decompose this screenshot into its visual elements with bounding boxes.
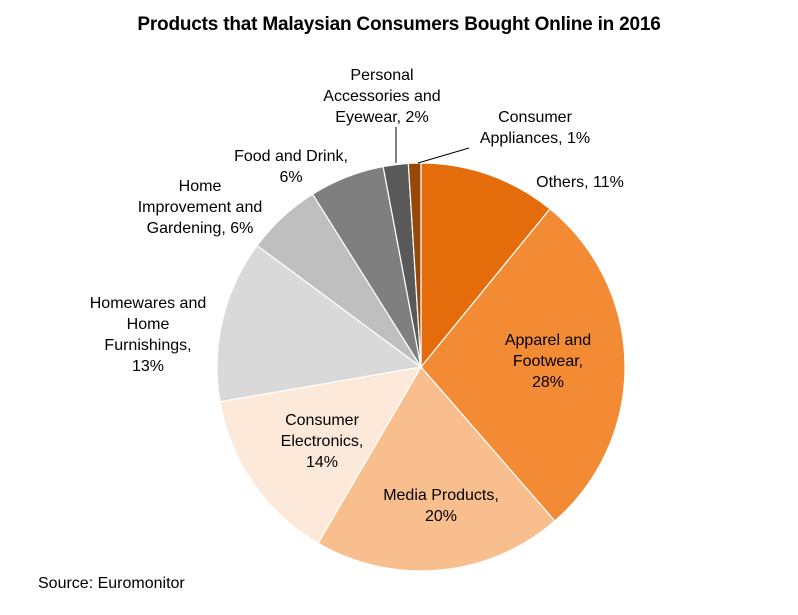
slice-labels: Others, 11% Apparel and Footwear, 28% Media …	[90, 67, 624, 525]
slice-label-line: 13%	[132, 358, 164, 375]
pie-slice-media-products	[317, 365, 556, 572]
slice-label-line: Media Products,	[383, 487, 499, 504]
pie-slice-others	[420, 162, 551, 369]
pie-slice-apparel-and-footwear	[420, 208, 626, 522]
pie-slice-consumer-electronics	[219, 366, 423, 544]
slice-label-consumer-appliances: Consumer Appliances, 1%	[480, 109, 590, 147]
slice-label-apparel-and-footwear: Apparel and Footwear, 28%	[505, 332, 591, 391]
slice-label-line: Gardening, 6%	[147, 220, 254, 237]
pie-slices	[216, 162, 626, 572]
pie-slice-homewares-and-home-furnishings	[216, 244, 423, 403]
slice-label-line: Accessories and	[323, 88, 440, 105]
slice-label-homewares-and-home-furnishings: Homewares and Home Furnishings, 13%	[90, 295, 207, 375]
slice-label-line: Apparel and	[505, 332, 591, 349]
source-note: Source: Euromonitor	[38, 575, 185, 592]
slice-label-line: 6%	[279, 169, 302, 186]
slice-label-line: Consumer	[285, 412, 359, 429]
slice-label-consumer-electronics: Consumer Electronics, 14%	[281, 412, 364, 471]
slice-label-home-improvement-and-gardening: Home Improvement and Gardening, 6%	[138, 178, 263, 237]
leader-lines	[395, 127, 470, 164]
slice-label-line: Improvement and	[138, 199, 263, 216]
slice-label-media-products: Media Products, 20%	[383, 487, 499, 525]
slice-label-line: Electronics,	[281, 433, 364, 450]
slice-label-line: Furnishings,	[104, 337, 191, 354]
slice-label-line: Appliances, 1%	[480, 130, 590, 147]
chart-title: Products that Malaysian Consumers Bought…	[137, 14, 661, 35]
slice-label-personal-accessories-and-eyewear: Personal Accessories and Eyewear, 2%	[323, 67, 440, 126]
slice-label-others: Others, 11%	[536, 174, 624, 191]
slice-label-line: 14%	[306, 454, 338, 471]
pie-slice-consumer-appliances	[407, 162, 422, 368]
slice-label-line: Footwear,	[513, 353, 583, 370]
leader-line-consumer-appliances	[417, 147, 470, 164]
slice-label-food-and-drink: Food and Drink, 6%	[234, 148, 348, 186]
slice-label-line: Homewares and	[90, 295, 207, 312]
slice-label-line: Personal	[350, 67, 413, 84]
slice-label-line: Home	[127, 316, 170, 333]
slice-label-line: Consumer	[498, 109, 572, 126]
slice-label-line: Home	[179, 178, 222, 195]
slice-label-line: 20%	[425, 508, 457, 525]
slice-label-line: Others, 11%	[536, 174, 624, 191]
slice-label-line: Eyewear, 2%	[335, 109, 428, 126]
slice-label-line: 28%	[532, 374, 564, 391]
slice-label-line: Food and Drink,	[234, 148, 348, 165]
